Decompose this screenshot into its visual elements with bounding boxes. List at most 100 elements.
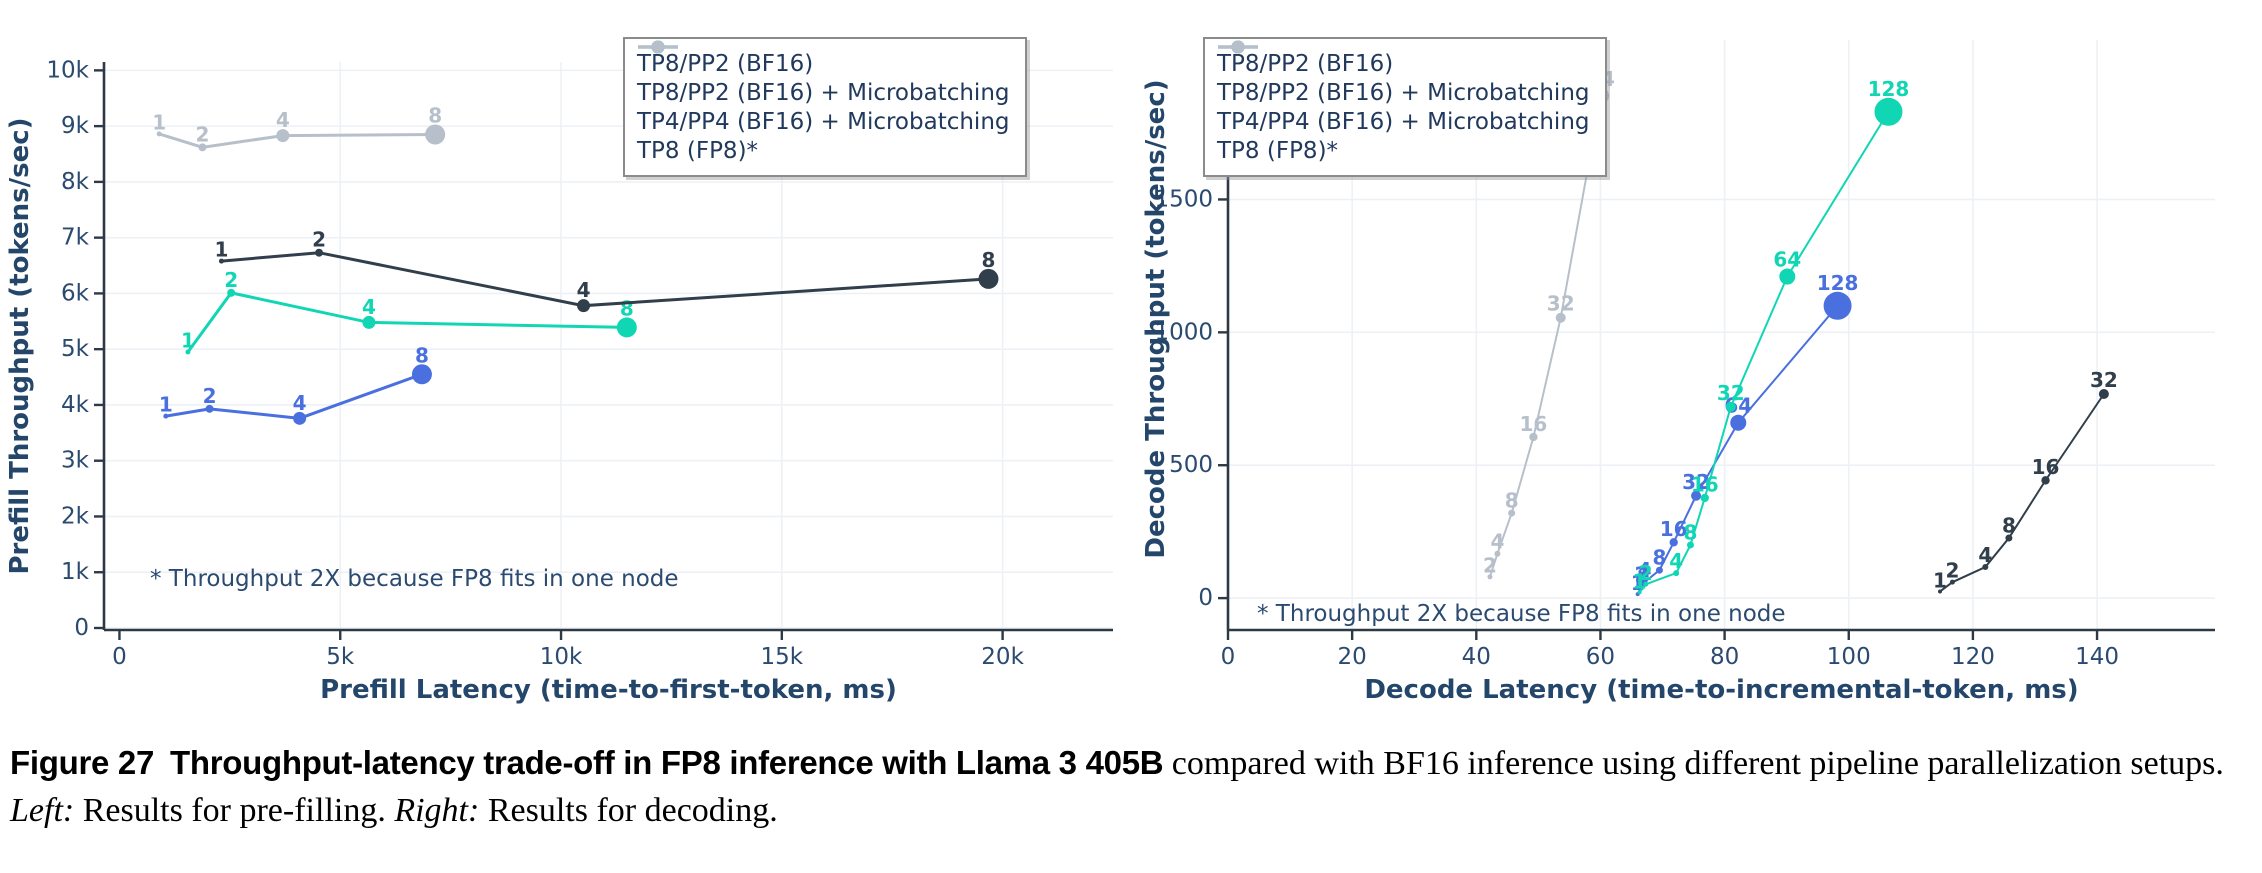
data-point	[2041, 476, 2050, 485]
data-point	[156, 131, 162, 137]
data-point-label: 8	[1684, 520, 1698, 544]
data-point	[1487, 574, 1493, 580]
data-point-label: 2	[1945, 559, 1959, 583]
data-point-label: 32	[2090, 368, 2118, 392]
data-point-label: 16	[1519, 412, 1547, 436]
y-tick-label: 2k	[61, 503, 90, 529]
data-point	[362, 315, 376, 329]
caption-left-text: Results for pre-filling.	[74, 791, 395, 829]
data-point-label: 128	[1817, 271, 1859, 295]
caption-figure-label: Figure 27	[10, 744, 155, 781]
data-point-label: 4	[577, 278, 591, 302]
data-point	[616, 317, 637, 338]
data-point	[1938, 589, 1943, 594]
data-point	[1643, 581, 1649, 587]
series-line-0	[165, 372, 423, 420]
data-point	[1637, 590, 1642, 595]
legend-item-label: TP4/PP4 (BF16) + Microbatching	[637, 108, 1010, 135]
data-point-label: 8	[1505, 489, 1519, 513]
legend-marker-icon	[1218, 40, 1258, 54]
legend-item: TP8/PP2 (BF16)	[637, 40, 1009, 78]
y-tick-label: 3k	[61, 448, 90, 474]
data-point	[577, 299, 591, 313]
data-point-label: 2	[203, 384, 217, 408]
legend-item-label: TP8/PP2 (BF16)	[637, 50, 814, 77]
x-tick-label: 0	[112, 644, 127, 670]
x-tick-label: 40	[1462, 644, 1491, 670]
decode-legend: TP8/PP2 (BF16) TP8/PP2 (BF16) + Microbat…	[1203, 37, 1607, 177]
x-tick-label: 15k	[761, 644, 804, 670]
data-point-label: 4	[1638, 558, 1652, 582]
data-point	[1949, 579, 1955, 585]
caption-right-label: Right:	[394, 791, 480, 829]
figure-caption: Figure 27 Throughput-latency trade-off in…	[10, 740, 2256, 835]
data-point	[163, 413, 169, 419]
legend-item-label: TP8/PP2 (BF16) + Microbatching	[1217, 79, 1590, 106]
x-tick-label: 120	[1951, 644, 1995, 670]
data-point	[1700, 493, 1709, 503]
data-point	[1494, 550, 1501, 557]
legend-item: TP4/PP4 (BF16) + Microbatching	[1217, 42, 1590, 136]
data-point-label: 128	[1868, 77, 1910, 101]
data-point	[978, 268, 999, 289]
data-point	[1508, 509, 1516, 517]
series-line-2	[1939, 393, 2105, 593]
data-point-label: 8	[620, 296, 634, 320]
data-point-label: 1	[159, 393, 173, 417]
x-tick-label: 20	[1338, 644, 1367, 670]
data-point-label: 16	[1691, 473, 1719, 497]
legend-item-label: TP8 (FP8)*	[1217, 137, 1339, 164]
caption-left-label: Left:	[10, 791, 75, 829]
data-point	[185, 349, 191, 355]
data-point-label: 32	[1547, 292, 1575, 316]
y-tick-label: 5k	[61, 336, 90, 362]
data-point-label: 16	[2032, 455, 2060, 479]
data-point	[1874, 97, 1903, 126]
y-tick-label: 0	[74, 615, 89, 641]
data-point	[1725, 401, 1736, 412]
legend-item: TP8/PP2 (BF16)	[1217, 40, 1589, 78]
data-point	[315, 248, 324, 257]
x-tick-label: 80	[1710, 644, 1739, 670]
data-point	[205, 404, 214, 413]
data-point	[1823, 291, 1852, 320]
legend-item: TP8/PP2 (BF16) + Microbatching	[1217, 40, 1590, 107]
y-tick-label: 6k	[61, 280, 90, 306]
prefill-legend: TP8/PP2 (BF16) TP8/PP2 (BF16) + Microbat…	[623, 37, 1027, 177]
y-tick-label: 8k	[61, 169, 90, 195]
data-point	[425, 124, 446, 145]
data-point	[2005, 534, 2013, 542]
data-point-label: 2	[196, 122, 210, 146]
data-point	[198, 143, 207, 152]
data-point	[293, 411, 307, 425]
data-point-label: 8	[428, 103, 442, 127]
data-point-label: 32	[1717, 381, 1745, 405]
y-axis-title: Decode Throughput (tokens/sec)	[1141, 79, 1171, 558]
x-tick-label: 20k	[981, 644, 1024, 670]
data-point-label: 2	[1483, 553, 1497, 577]
data-point	[1555, 312, 1566, 323]
data-point-label: 4	[1978, 543, 1992, 567]
y-tick-label: 9k	[61, 113, 90, 139]
series-line-3	[158, 132, 436, 149]
legend-marker-icon	[638, 40, 678, 54]
y-axis-title: Prefill Throughput (tokens/sec)	[5, 117, 35, 574]
data-point	[2098, 389, 2109, 399]
data-point	[1686, 541, 1694, 549]
data-point	[1673, 570, 1680, 577]
fp8-annotation: * Throughput 2X because FP8 fits in one …	[150, 566, 679, 592]
data-point-label: 8	[982, 248, 996, 272]
legend-item-label: TP8 (FP8)*	[637, 137, 759, 164]
data-point-label: 4	[1669, 549, 1683, 573]
data-point-label: 2	[312, 228, 326, 252]
data-point	[276, 129, 290, 143]
x-axis-title: Prefill Latency (time-to-first-token, ms…	[320, 675, 897, 705]
data-point-label: 8	[1652, 546, 1666, 570]
data-point	[227, 288, 236, 297]
y-tick-label: 1500	[1154, 186, 1213, 212]
x-tick-label: 0	[1221, 644, 1236, 670]
y-tick-label: 7k	[61, 225, 90, 251]
legend-item-label: TP8/PP2 (BF16)	[1217, 50, 1394, 77]
series-line-1	[186, 291, 627, 353]
